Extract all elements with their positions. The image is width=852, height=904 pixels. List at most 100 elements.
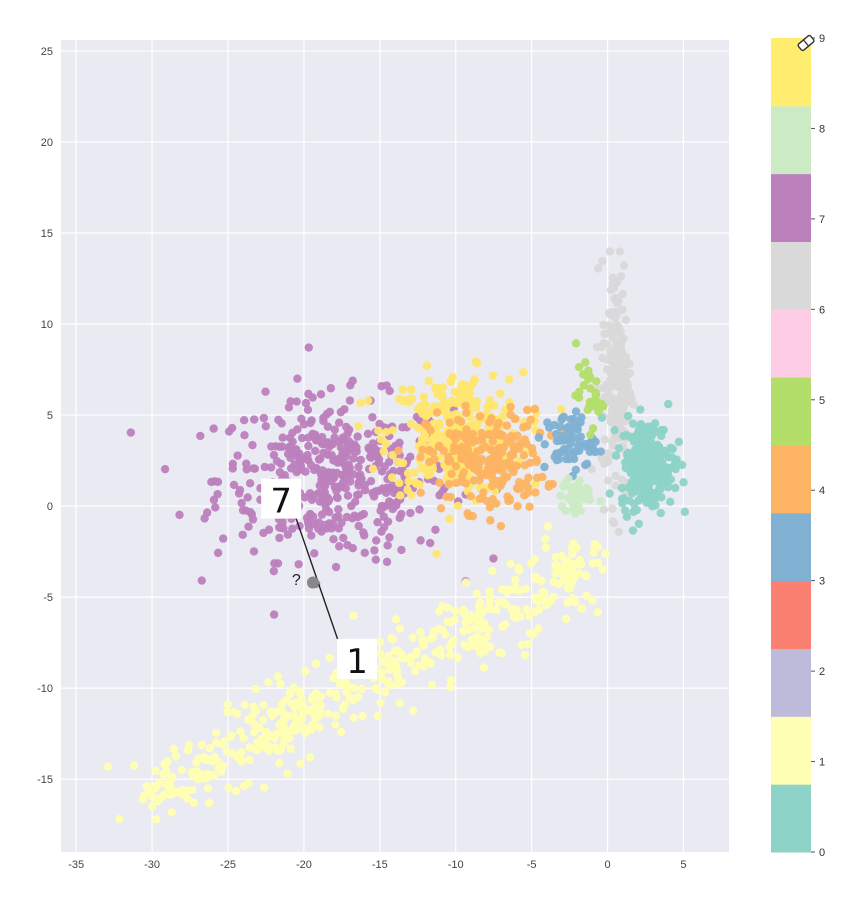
point-0 [637, 456, 646, 466]
point-4 [459, 468, 468, 477]
point-1 [201, 755, 210, 765]
point-0 [629, 437, 639, 446]
point-9 [410, 468, 419, 478]
point-6 [623, 358, 632, 368]
point-4 [436, 504, 446, 513]
annotations: 7? 1 [261, 478, 378, 682]
point-9 [388, 450, 397, 460]
point-9 [446, 398, 455, 408]
point-1 [514, 563, 523, 573]
point-1 [395, 698, 405, 708]
point-9 [368, 464, 378, 474]
point-0 [605, 489, 614, 498]
point-4 [432, 408, 442, 417]
point-4 [494, 443, 504, 453]
point-7 [295, 454, 304, 463]
point-4 [526, 458, 535, 468]
point-4 [442, 492, 451, 502]
point-1 [459, 609, 468, 618]
colorbar-tick-label: 4 [819, 485, 825, 497]
point-7 [278, 433, 287, 442]
mid-point [307, 576, 320, 589]
point-7 [235, 485, 245, 495]
point-9 [356, 398, 365, 408]
cluster-8 [556, 474, 605, 518]
colorbar[interactable]: 0 1 2 3 4 5 6 7 8 9 [771, 33, 825, 859]
point-4 [531, 488, 540, 497]
point-7 [306, 509, 315, 519]
point-7 [307, 416, 316, 425]
point-9 [420, 407, 429, 416]
point-4 [420, 419, 430, 429]
point-0 [646, 423, 655, 432]
point-1 [337, 727, 346, 737]
point-6 [610, 313, 620, 322]
point-0 [644, 459, 654, 468]
point-4 [451, 429, 460, 438]
point-9 [364, 396, 373, 405]
point-1 [316, 692, 325, 701]
colorbar-segment [771, 716, 811, 785]
point-4 [449, 446, 459, 456]
point-1 [245, 743, 254, 752]
point-7 [350, 440, 359, 449]
arrow-line [286, 494, 340, 643]
point-7 [383, 517, 393, 526]
point-6 [614, 527, 624, 537]
point-7 [331, 562, 341, 572]
point-7 [283, 449, 293, 459]
point-1 [582, 571, 591, 581]
point-4 [425, 445, 434, 455]
point-7 [284, 403, 294, 412]
point-7 [330, 425, 339, 434]
point-1 [431, 648, 440, 657]
point-0 [630, 487, 640, 496]
point-1 [297, 714, 307, 723]
point-7 [249, 547, 259, 556]
point-5 [571, 339, 581, 348]
point-1 [245, 755, 254, 765]
point-1 [295, 687, 304, 697]
colorbar-segment [771, 105, 811, 175]
point-1 [205, 798, 214, 808]
point-1 [229, 707, 239, 717]
point-1 [502, 587, 512, 597]
point-7 [264, 525, 274, 534]
point-0 [617, 483, 627, 493]
point-1 [534, 624, 543, 633]
point-7 [297, 433, 307, 443]
point-6 [625, 396, 635, 405]
point-6 [617, 408, 626, 418]
point-4 [463, 509, 472, 518]
point-0 [657, 493, 666, 502]
point-1 [169, 744, 178, 754]
x-tick-label: -5 [527, 859, 537, 871]
point-1 [541, 534, 550, 543]
point-1 [494, 598, 503, 607]
point-6 [611, 418, 621, 428]
point-7 [200, 514, 209, 523]
point-1 [357, 684, 367, 693]
point-7 [332, 468, 342, 478]
point-1 [349, 713, 359, 723]
point-7 [324, 507, 334, 517]
point-7 [365, 445, 374, 454]
point-6 [621, 315, 631, 325]
point-4 [465, 435, 475, 444]
point-9 [404, 477, 413, 486]
point-0 [674, 437, 684, 447]
point-1 [239, 782, 249, 791]
point-1 [223, 707, 232, 717]
point-1 [260, 743, 269, 752]
point-4 [451, 462, 461, 471]
point-6 [604, 457, 613, 466]
point-7 [334, 418, 344, 427]
point-1 [103, 762, 113, 771]
point-6 [597, 342, 606, 352]
point-7 [274, 415, 283, 425]
point-4 [481, 442, 490, 452]
colorbar-tick-label: 0 [819, 847, 825, 859]
point-6 [603, 476, 613, 485]
point-1 [297, 694, 306, 703]
point-9 [394, 457, 403, 467]
